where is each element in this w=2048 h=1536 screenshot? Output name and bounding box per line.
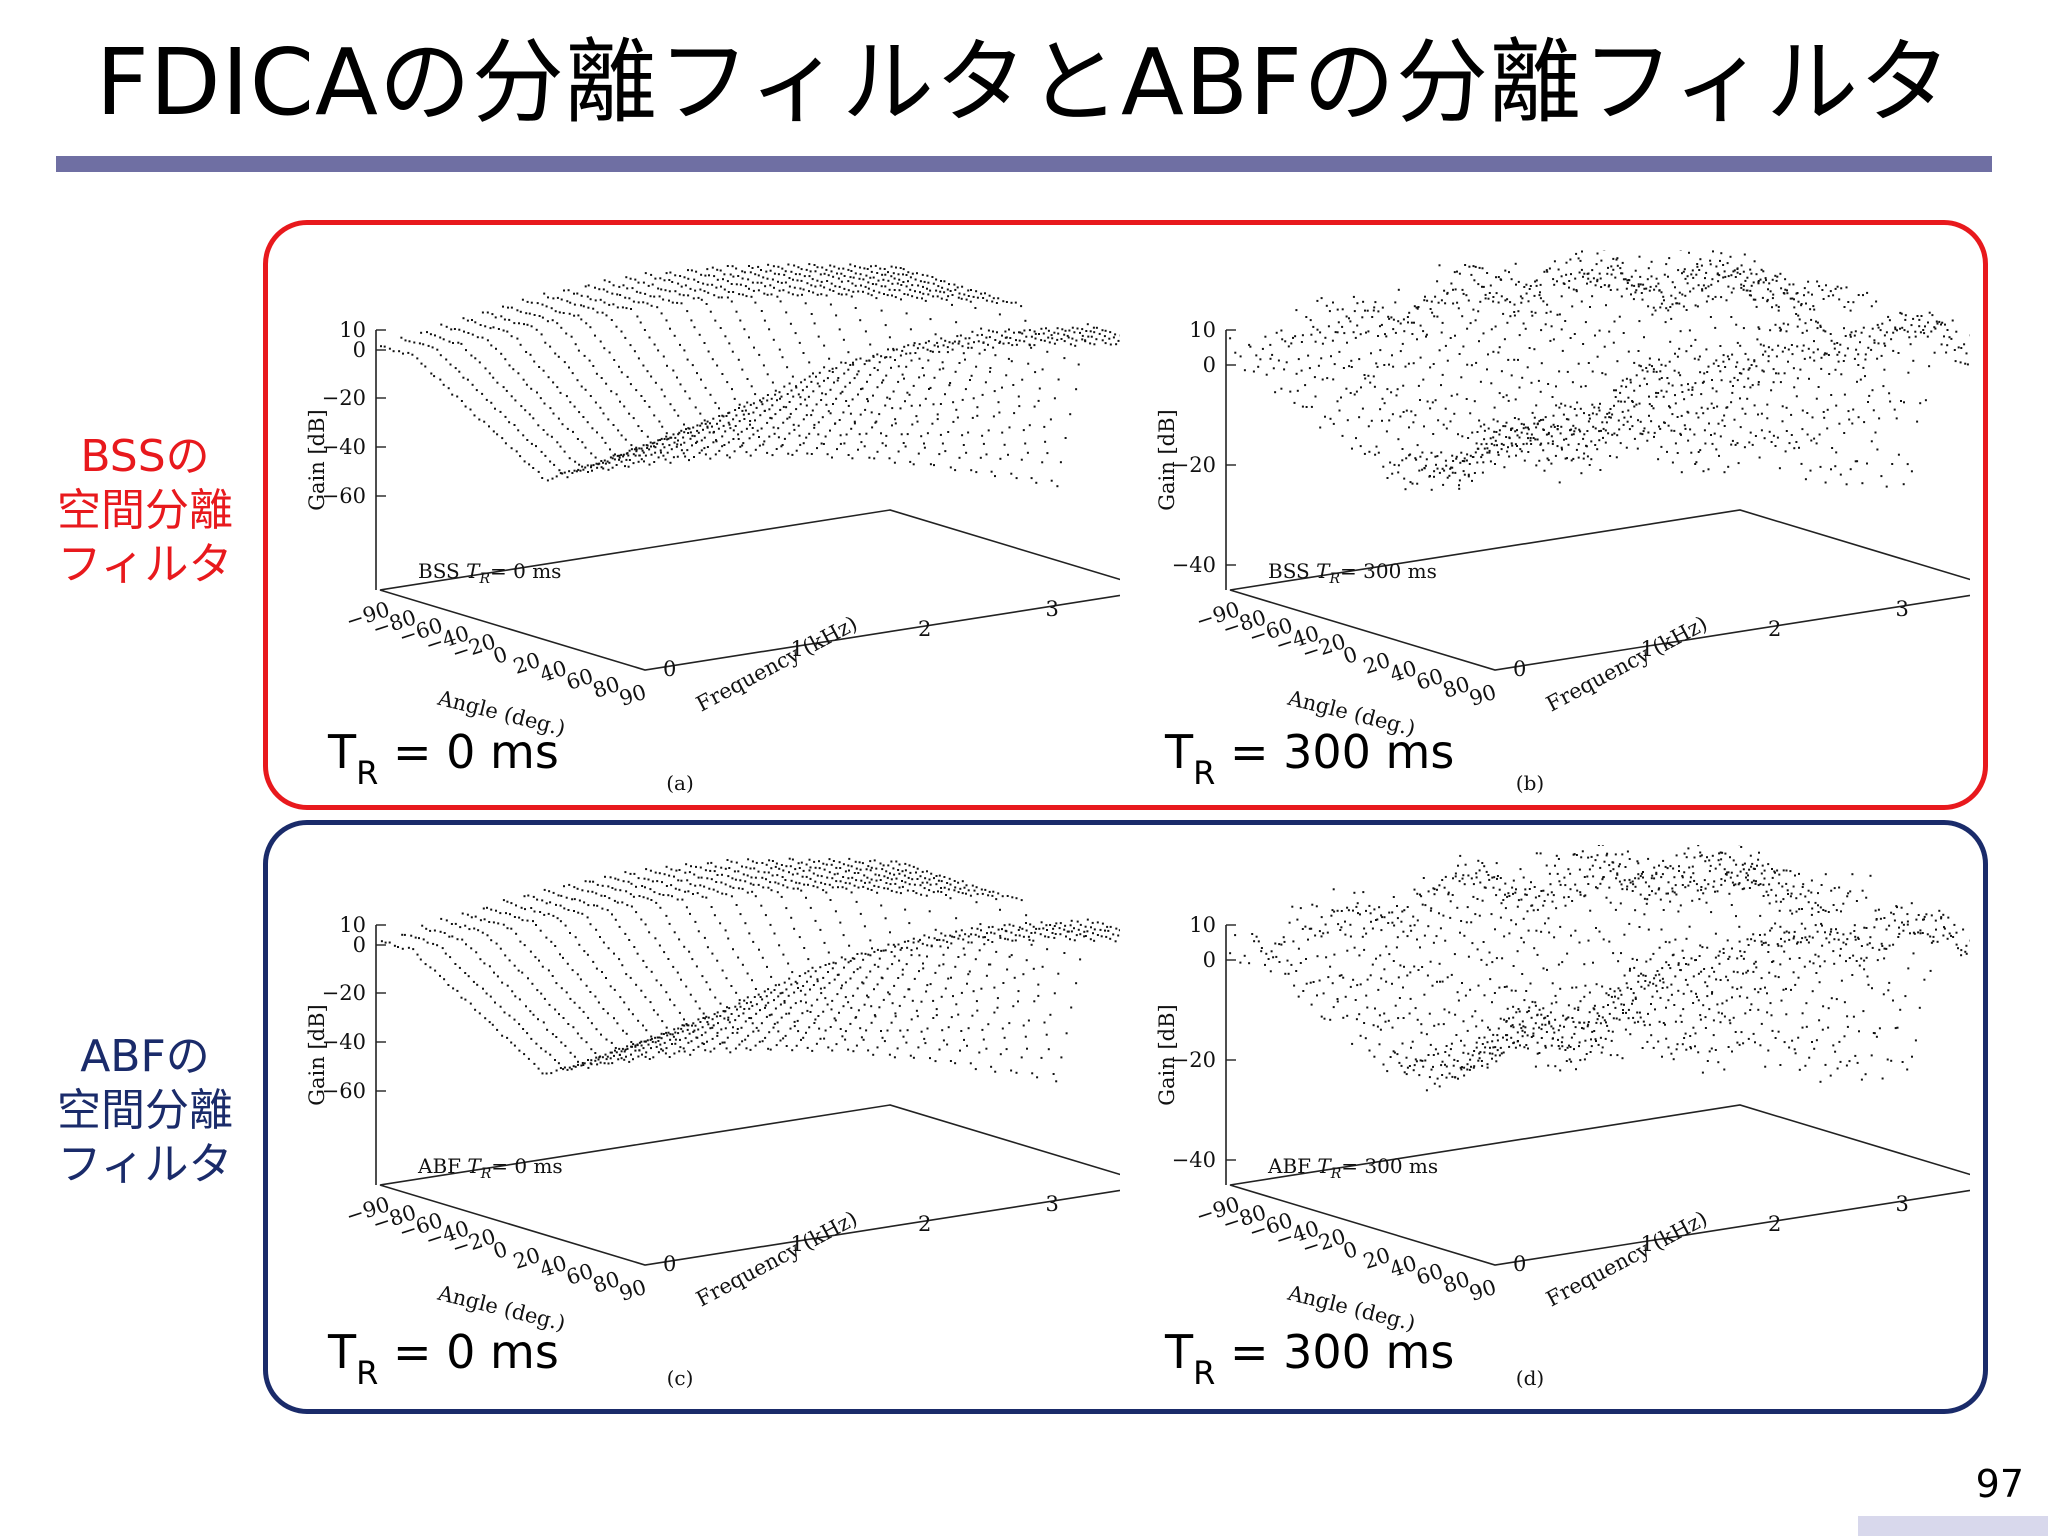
plot-a: 10 0 −20 −40 −60 Gain [dB] −90 −80 −60 −40 −20 0 20 4… [300, 250, 1120, 810]
freq-tick-label: 1 [791, 1232, 804, 1256]
gain-tick-label: 10 [1189, 913, 1216, 937]
plot-legend: BSS TR= 300 ms [1268, 559, 1437, 587]
gain-tick-label: −40 [1172, 553, 1216, 577]
angle-tick-label: 0 [490, 642, 510, 669]
freq-tick-label: 1 [1641, 637, 1654, 661]
gain-tick-label: −60 [322, 1079, 366, 1103]
gain-tick-label: −60 [322, 484, 366, 508]
bss-panel-frame [263, 220, 1988, 810]
freq-tick-label: 3 [1896, 1192, 1909, 1216]
gain-axis-label: Gain [dB] [305, 409, 329, 510]
freq-tick-label: 3 [1046, 597, 1059, 621]
bss-filter-label: BSSの 空間分離 フィルタ [57, 431, 233, 590]
tr-label-b: TR = 300 ms [1165, 725, 1455, 792]
gain-axis-label: Gain [dB] [305, 1004, 329, 1105]
freq-axis-label: Frequency (kHz) [692, 611, 861, 716]
plot-caption: (b) [1516, 771, 1544, 795]
tr-symbol: T [1165, 1325, 1194, 1379]
plot-legend: ABF TR= 0 ms [417, 1154, 563, 1182]
plot-caption: (d) [1516, 1366, 1544, 1390]
title-divider [56, 156, 1992, 172]
tr-subscript: R [1193, 754, 1216, 792]
angle-tick-label: 90 [616, 680, 649, 711]
floor-outline [1229, 509, 1970, 671]
gain-tick-label: 10 [339, 318, 366, 342]
tr-symbol: T [328, 725, 357, 779]
freq-axis-label: Frequency (kHz) [1542, 1206, 1711, 1311]
tr-label-d: TR = 300 ms [1165, 1325, 1455, 1392]
freq-tick-label: 2 [1768, 617, 1781, 641]
plot-b: 10 0 −20 −40 Gain [dB] −90 −80 −60 −40 −20 0 20 40 60… [1150, 250, 1970, 810]
angle-tick-label: 0 [1340, 642, 1360, 669]
tr-subscript: R [1193, 1354, 1216, 1392]
corner-band [1858, 1516, 2048, 1536]
angle-tick-label: 90 [616, 1275, 649, 1306]
tr-value: = 300 ms [1229, 725, 1455, 779]
freq-tick-label: 0 [663, 1252, 676, 1276]
surface-dots [380, 857, 1120, 1083]
freq-tick-label: 2 [918, 617, 931, 641]
gain-tick-label: 0 [1203, 948, 1216, 972]
freq-tick-label: 1 [1641, 1232, 1654, 1256]
gain-tick-label: 0 [353, 338, 366, 362]
gain-tick-label: −40 [1172, 1148, 1216, 1172]
freq-tick-label: 0 [1513, 1252, 1526, 1276]
gain-tick-label: 0 [353, 933, 366, 957]
gain-axis-label: Gain [dB] [1155, 409, 1179, 510]
tr-label-c: TR = 0 ms [328, 1325, 559, 1392]
angle-tick-label: 90 [1466, 680, 1499, 711]
freq-tick-label: 1 [791, 637, 804, 661]
freq-tick-label: 3 [1896, 597, 1909, 621]
tr-value: = 0 ms [392, 1325, 559, 1379]
gain-tick-label: −40 [322, 435, 366, 459]
plot-caption: (c) [667, 1366, 694, 1390]
abf-filter-label: ABFの 空間分離 フィルタ [57, 1031, 233, 1190]
freq-tick-label: 2 [918, 1212, 931, 1236]
gain-tick-label: −20 [322, 981, 366, 1005]
tr-label-a: TR = 0 ms [328, 725, 559, 792]
tr-symbol: T [328, 1325, 357, 1379]
floor-outline [1229, 1104, 1970, 1266]
surface-dots [1229, 845, 1970, 1092]
floor-outline [379, 1104, 1120, 1266]
surface-dots [1229, 250, 1970, 491]
angle-tick-label: 0 [490, 1237, 510, 1264]
freq-tick-label: 2 [1768, 1212, 1781, 1236]
gain-tick-label: 0 [1203, 353, 1216, 377]
freq-tick-label: 0 [1513, 657, 1526, 681]
gain-axis-label: Gain [dB] [1155, 1004, 1179, 1105]
gain-tick-label: 10 [1189, 318, 1216, 342]
surface-dots [380, 263, 1120, 488]
freq-tick-label: 0 [663, 657, 676, 681]
page-number: 97 [1975, 1462, 2024, 1506]
tr-value: = 0 ms [392, 725, 559, 779]
gain-tick-label: −20 [1172, 1048, 1216, 1072]
gain-tick-label: 10 [339, 913, 366, 937]
angle-tick-label: 0 [1340, 1237, 1360, 1264]
plot-caption: (a) [666, 771, 694, 795]
abf-panel-frame [263, 820, 1988, 1414]
gain-tick-label: −20 [1172, 453, 1216, 477]
floor-outline [379, 509, 1120, 671]
plot-d: 10 0 −20 −40 Gain [dB] −90 −80 −60 −40 −20 0 20 40 60… [1150, 845, 1970, 1405]
tr-subscript: R [356, 754, 379, 792]
freq-tick-label: 3 [1046, 1192, 1059, 1216]
tr-symbol: T [1165, 725, 1194, 779]
plot-c: 10 0 −20 −40 −60 Gain [dB] −90 −80 −60 −40 −20 0 20 4… [300, 845, 1120, 1405]
tr-value: = 300 ms [1229, 1325, 1455, 1379]
angle-tick-label: 90 [1466, 1275, 1499, 1306]
tr-subscript: R [356, 1354, 379, 1392]
gain-tick-label: −40 [322, 1030, 366, 1054]
plot-legend: ABF TR= 300 ms [1267, 1154, 1438, 1182]
freq-axis-label: Frequency (kHz) [1542, 611, 1711, 716]
slide-title: FDICAの分離フィルタとABFの分離フィルタ [95, 29, 1953, 136]
freq-axis-label: Frequency (kHz) [692, 1206, 861, 1311]
gain-tick-label: −20 [322, 386, 366, 410]
plot-legend: BSS TR= 0 ms [418, 559, 561, 587]
